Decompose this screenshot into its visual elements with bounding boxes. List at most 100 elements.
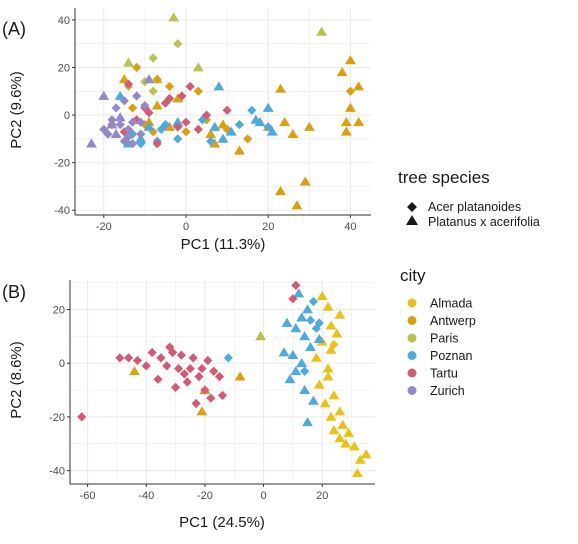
point-antwerp-triangle	[344, 55, 356, 65]
point-paris-triangle	[168, 12, 180, 22]
point-almada-triangle	[325, 411, 337, 421]
x-tick-label: 0	[183, 221, 189, 233]
point-zurich-diamond	[119, 136, 129, 146]
point-poznan-triangle	[278, 347, 290, 357]
point-almada-triangle	[334, 433, 346, 443]
point-zurich-triangle	[114, 112, 126, 122]
point-antwerp-triangle	[129, 366, 140, 376]
point-antwerp-triangle	[275, 186, 287, 196]
point-poznan-triangle	[299, 331, 311, 341]
point-almada-triangle	[354, 454, 366, 464]
panel-b: (B) -60 -40 -20 0 20 -40 -20 0 20 PC1 (24.5%) PC…	[2, 266, 476, 531]
legend-diamond-marker	[407, 202, 417, 212]
point-poznan-diamond	[234, 119, 245, 130]
point-almada-triangle	[325, 344, 337, 354]
point-antwerp-diamond	[127, 103, 138, 113]
point-poznan-triangle	[143, 121, 155, 131]
point-antwerp-triangle	[172, 93, 184, 103]
point-zurich-diamond	[127, 139, 138, 149]
point-almada-triangle	[319, 398, 331, 408]
point-tartu-diamond	[165, 342, 175, 352]
point-poznan-triangle	[293, 288, 305, 298]
legend-label-paris: Paris	[430, 332, 458, 346]
point-poznan-triangle	[296, 358, 308, 368]
point-antwerp-triangle	[275, 83, 287, 93]
legend-label-poznan: Poznan	[430, 349, 472, 363]
legend-title-species: tree species	[398, 168, 490, 187]
point-antwerp-triangle	[209, 138, 221, 148]
y-axis-label-b: PC2 (8.6%)	[8, 341, 25, 419]
point-poznan-triangle	[266, 126, 278, 136]
point-zurich-triangle	[143, 74, 155, 84]
legend-key-zurich	[407, 386, 417, 395]
y-axis-label-a: PC2 (9.6%)	[8, 71, 25, 149]
point-antwerp-diamond	[152, 74, 162, 84]
point-almada-triangle	[328, 390, 340, 400]
point-tartu-diamond	[291, 280, 301, 290]
point-antwerp-triangle	[353, 117, 365, 127]
legend-key-paris	[407, 333, 417, 343]
y-tick-label: -40	[54, 205, 70, 217]
point-tartu-diamond	[176, 350, 187, 360]
point-tartu-diamond	[124, 353, 134, 363]
point-almada-triangle	[343, 427, 355, 437]
point-poznan-triangle	[225, 126, 237, 136]
panel-a: (A) -20 0 20 40 -40 -20 0 20 40 PC1 (11.3%) PC2 …	[2, 8, 540, 253]
y-tick-label: -20	[54, 158, 70, 170]
point-zurich-diamond	[119, 96, 129, 106]
point-poznan-triangle	[302, 417, 314, 427]
point-zurich-triangle	[98, 90, 110, 100]
point-poznan-diamond	[223, 353, 233, 363]
point-tartu-diamond	[153, 374, 163, 384]
point-almada-triangle	[334, 406, 346, 416]
point-almada-triangle	[322, 301, 334, 311]
point-tartu-diamond	[115, 353, 125, 363]
point-poznan-diamond	[206, 136, 216, 146]
point-poznan-triangle	[296, 312, 308, 322]
point-zurich-diamond	[99, 124, 109, 134]
x-tick-label: -40	[138, 490, 154, 502]
point-poznan-triangle	[172, 117, 184, 127]
point-tartu-diamond	[141, 361, 151, 371]
point-poznan-diamond	[173, 134, 183, 144]
point-tartu-diamond	[206, 393, 216, 403]
point-tartu-diamond	[201, 110, 212, 120]
point-tartu-diamond	[197, 363, 207, 374]
point-tartu-diamond	[203, 355, 213, 366]
y-tick-label: 20	[58, 62, 70, 74]
point-tartu-diamond	[162, 361, 172, 371]
ticks-b: -60 -40 -20 0 20 -40 -20 0 20	[49, 280, 375, 502]
point-poznan-diamond	[305, 315, 316, 325]
legend-species: tree species Acer platanoides Platanus x…	[398, 168, 540, 229]
point-antwerp-triangle	[299, 176, 311, 186]
point-zurich-diamond	[136, 117, 146, 127]
x-tick-label: 40	[344, 221, 356, 233]
point-tartu-diamond	[147, 347, 157, 358]
point-antwerp-triangle	[344, 102, 356, 112]
point-tartu-diamond	[193, 124, 203, 134]
plot-area-a	[75, 8, 371, 215]
point-antwerp-diamond	[148, 127, 158, 137]
point-antwerp-diamond	[193, 86, 203, 96]
point-poznan-triangle	[250, 114, 262, 124]
point-tartu-diamond	[170, 382, 181, 392]
panel-label-a: (A)	[2, 19, 26, 39]
point-poznan-triangle	[213, 81, 225, 91]
point-paris-triangle	[192, 62, 204, 72]
x-axis-label-b: PC1 (24.5%)	[179, 514, 265, 531]
point-antwerp-triangle	[151, 100, 163, 110]
point-antwerp-triangle	[340, 126, 352, 136]
legend-city: city Almada Antwerp Paris Poznan Tartu Zurich	[400, 266, 476, 398]
point-almada-triangle	[310, 352, 322, 362]
points-a	[85, 12, 365, 210]
point-paris-diamond	[148, 53, 158, 63]
legend-title-city: city	[400, 266, 426, 285]
x-tick-label: 20	[316, 490, 328, 502]
point-antwerp-triangle	[303, 121, 315, 131]
point-poznan-triangle	[299, 384, 311, 394]
point-poznan-triangle	[290, 366, 302, 376]
y-tick-label: 20	[53, 305, 65, 317]
point-antwerp-triangle	[233, 145, 245, 155]
point-poznan-triangle	[307, 395, 319, 405]
point-poznan-triangle	[290, 323, 302, 333]
